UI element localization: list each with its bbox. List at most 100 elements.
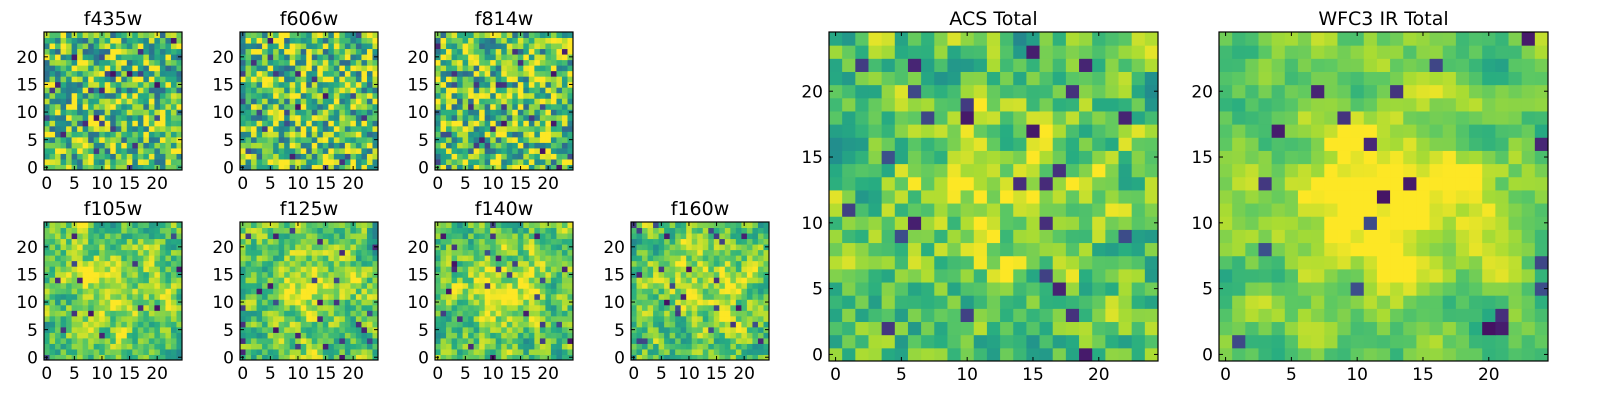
heatmap-cell	[479, 164, 486, 171]
heatmap-cell	[556, 260, 563, 267]
heatmap-cell	[170, 98, 177, 105]
heatmap-cell	[708, 266, 715, 273]
heatmap-cell	[545, 227, 552, 234]
heatmap-cell	[295, 59, 302, 66]
heatmap-cell	[960, 189, 975, 204]
heatmap-cell	[741, 255, 748, 262]
heatmap-cell	[148, 299, 155, 306]
heatmap-cell	[99, 266, 106, 273]
heatmap-cell	[457, 326, 464, 333]
heatmap-cell	[545, 70, 552, 77]
heatmap-cell	[289, 332, 296, 339]
heatmap-cell	[132, 114, 139, 121]
heatmap-cell	[545, 332, 552, 339]
heatmap-cell	[484, 65, 491, 72]
heatmap-cell	[322, 136, 329, 143]
heatmap-cell	[550, 81, 557, 88]
heatmap-cell	[159, 321, 166, 328]
heatmap-cell	[77, 43, 84, 50]
heatmap-cell	[132, 310, 139, 317]
heatmap-cell	[339, 222, 346, 229]
heatmap-cell	[267, 266, 274, 273]
heatmap-cell	[1131, 308, 1146, 323]
heatmap-cell	[289, 299, 296, 306]
heatmap-cell	[256, 76, 263, 83]
heatmap-cell	[148, 98, 155, 105]
heatmap-cell	[545, 65, 552, 72]
heatmap-cell	[702, 304, 709, 311]
heatmap-cell	[457, 337, 464, 344]
heatmap-cell	[730, 244, 737, 251]
heatmap-cell	[1065, 229, 1080, 244]
heatmap-cell	[311, 59, 318, 66]
heatmap-cell	[829, 308, 843, 323]
heatmap-cell	[284, 233, 291, 240]
heatmap-cell	[262, 337, 269, 344]
heatmap-cell	[350, 293, 357, 300]
heatmap-cell	[457, 277, 464, 284]
heatmap-cell	[88, 125, 95, 132]
heatmap-cell	[435, 321, 442, 328]
heatmap-cell	[170, 120, 177, 127]
heatmap-cell	[545, 249, 552, 256]
heatmap-cell	[126, 65, 133, 72]
heatmap-cell	[104, 153, 111, 160]
heatmap-cell	[71, 98, 78, 105]
heatmap-cell	[440, 233, 447, 240]
heatmap-cell	[473, 332, 480, 339]
heatmap-cell	[366, 164, 373, 171]
heatmap-cell	[289, 233, 296, 240]
heatmap-cell	[350, 109, 357, 116]
heatmap-cell	[176, 59, 183, 66]
heatmap-cell	[66, 70, 73, 77]
heatmap-cell	[311, 48, 318, 55]
heatmap-cell	[289, 81, 296, 88]
heatmap-cell	[653, 299, 660, 306]
heatmap-cell	[137, 266, 144, 273]
heatmap-cell	[490, 260, 497, 267]
heatmap-cell	[457, 109, 464, 116]
heatmap-cell	[506, 244, 513, 251]
heatmap-cell	[506, 109, 513, 116]
heatmap-cell	[473, 227, 480, 234]
heatmap-cell	[240, 65, 247, 72]
heatmap-cell	[154, 310, 161, 317]
heatmap-cell	[658, 255, 665, 262]
heatmap-cell	[240, 348, 247, 355]
heatmap-cell	[539, 76, 546, 83]
heatmap-cell	[1105, 308, 1120, 323]
heatmap-cell	[71, 103, 78, 110]
heatmap-cell	[741, 332, 748, 339]
heatmap-cell	[295, 65, 302, 72]
heatmap-cell	[355, 76, 362, 83]
heatmap-cell	[132, 332, 139, 339]
heatmap-cell	[49, 76, 56, 83]
heatmap-cell	[539, 304, 546, 311]
heatmap-cell	[446, 343, 453, 350]
heatmap-cell	[479, 233, 486, 240]
heatmap-cell	[752, 293, 759, 300]
heatmap-cell	[289, 321, 296, 328]
heatmap-cell	[110, 81, 117, 88]
heatmap-cell	[658, 288, 665, 295]
heatmap-cell	[556, 249, 563, 256]
heatmap-cell	[154, 271, 161, 278]
heatmap-cell	[278, 304, 285, 311]
heatmap-cell	[99, 271, 106, 278]
heatmap-cell	[702, 354, 709, 361]
heatmap-cell	[284, 54, 291, 61]
heatmap-cell	[82, 59, 89, 66]
heatmap-cell	[642, 233, 649, 240]
heatmap-cell	[675, 288, 682, 295]
heatmap-cell	[137, 354, 144, 361]
heatmap-cell	[842, 334, 856, 349]
heatmap-cell	[829, 255, 843, 270]
heatmap-cell	[741, 299, 748, 306]
heatmap-cell	[104, 249, 111, 256]
heatmap-cell	[523, 288, 530, 295]
heatmap-cell	[311, 147, 318, 154]
heatmap-cell	[143, 153, 150, 160]
heatmap-cell	[82, 343, 89, 350]
heatmap-cell	[355, 326, 362, 333]
heatmap-cell	[328, 136, 335, 143]
